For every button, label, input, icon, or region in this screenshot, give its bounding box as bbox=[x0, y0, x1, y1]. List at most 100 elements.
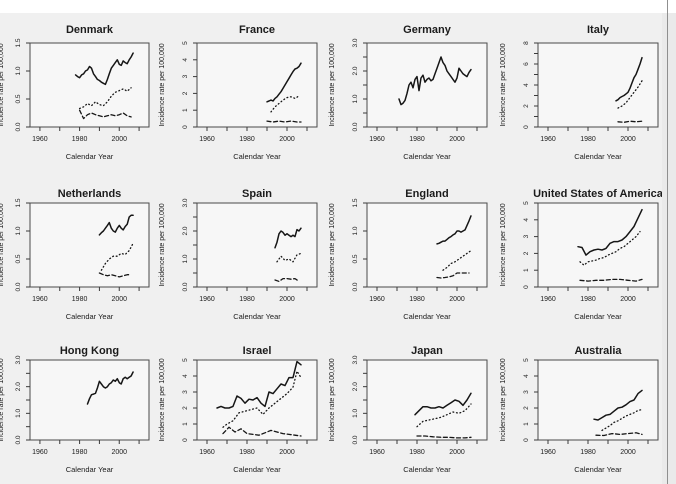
x-tick-label: 2000 bbox=[279, 296, 295, 303]
y-tick-label: 0.0 bbox=[182, 282, 189, 291]
x-tick-label: 1960 bbox=[32, 449, 48, 456]
series-line-dashed bbox=[222, 426, 302, 437]
series-line-dotted bbox=[579, 230, 641, 266]
x-axis-label: Calendar Year bbox=[574, 152, 622, 161]
series-line-dashed bbox=[78, 109, 132, 120]
y-tick-label: 3.0 bbox=[15, 355, 22, 364]
series-line-dashed bbox=[436, 272, 470, 279]
y-tick-label: 4 bbox=[523, 374, 530, 378]
y-axis-label: Incidence rate per 100,000 bbox=[0, 43, 5, 126]
panel-netherlands: Netherlands 1960 1980 2000 0.0 0.5 1.0 1.5 Calen… bbox=[0, 188, 150, 321]
y-tick-label: 0.5 bbox=[15, 94, 22, 103]
y-tick-label: 0 bbox=[523, 285, 530, 289]
y-axis-label: Incidence rate per 100,000 bbox=[329, 203, 336, 286]
panel-title: France bbox=[239, 24, 275, 36]
y-tick-label: 3.0 bbox=[352, 38, 359, 47]
y-tick-label: 3 bbox=[523, 390, 530, 394]
x-tick-label: 1960 bbox=[540, 136, 556, 143]
x-axis-label: Calendar Year bbox=[66, 312, 114, 321]
x-tick-label: 1980 bbox=[239, 136, 255, 143]
x-axis-label: Calendar Year bbox=[574, 465, 622, 474]
x-axis-label: Calendar Year bbox=[403, 465, 451, 474]
y-tick-label: 2 bbox=[523, 104, 530, 108]
x-tick-label: 1980 bbox=[580, 136, 596, 143]
panel-title: Japan bbox=[411, 345, 443, 357]
y-tick-label: 2 bbox=[523, 406, 530, 410]
panel-united-states-of-america: United States of America 1960 1980 2000 0 1 2 3… bbox=[500, 188, 662, 321]
y-axis-label: Incidence rate per 100,000 bbox=[159, 203, 166, 286]
x-tick-label: 2000 bbox=[449, 136, 465, 143]
y-tick-label: 1 bbox=[523, 422, 530, 426]
y-tick-label: 3.0 bbox=[182, 198, 189, 207]
x-tick-label: 1960 bbox=[369, 296, 385, 303]
y-tick-label: 4 bbox=[182, 374, 189, 378]
y-tick-label: 0.0 bbox=[15, 435, 22, 444]
plot-box bbox=[537, 359, 659, 441]
series-line-solid bbox=[74, 52, 134, 86]
series-line-solid bbox=[577, 208, 643, 256]
x-tick-label: 1960 bbox=[32, 296, 48, 303]
series-line-solid bbox=[398, 56, 472, 106]
x-tick-label: 1960 bbox=[369, 136, 385, 143]
y-axis-label: Incidence rate per 100,000 bbox=[0, 358, 5, 441]
y-tick-label: 1.5 bbox=[352, 198, 359, 207]
panel-israel: Israel 1960 1980 2000 0 1 2 3 4 5 Calendar Year Inc… bbox=[159, 345, 318, 474]
x-tick-label: 1980 bbox=[239, 449, 255, 456]
panel-spain: Spain 1960 1980 2000 0.0 1.0 2.0 3.0 Calendar Ye… bbox=[159, 188, 318, 321]
top-margin bbox=[0, 0, 676, 13]
plot-box bbox=[29, 42, 150, 128]
x-tick-label: 2000 bbox=[620, 136, 636, 143]
plot-box bbox=[366, 42, 488, 128]
y-tick-label: 5 bbox=[523, 201, 530, 205]
x-tick-label: 1960 bbox=[199, 449, 215, 456]
x-tick-label: 1960 bbox=[369, 449, 385, 456]
x-tick-label: 2000 bbox=[111, 449, 127, 456]
y-axis-label: Incidence rate per 100,000 bbox=[329, 43, 336, 126]
x-tick-label: 2000 bbox=[620, 296, 636, 303]
y-tick-label: 1.0 bbox=[352, 94, 359, 103]
series-line-dashed bbox=[595, 432, 643, 437]
x-tick-label: 1980 bbox=[580, 449, 596, 456]
y-axis-label: Incidence rate per 100,000 bbox=[0, 203, 5, 286]
panel-hong-kong: Hong Kong 1960 1980 2000 0.0 1.0 2.0 3.0 Calenda… bbox=[0, 345, 150, 474]
y-tick-label: 0.5 bbox=[15, 254, 22, 263]
x-tick-label: 2000 bbox=[449, 296, 465, 303]
x-tick-label: 2000 bbox=[279, 136, 295, 143]
y-tick-label: 0 bbox=[523, 125, 530, 129]
y-tick-label: 1 bbox=[523, 268, 530, 272]
series-line-dotted bbox=[100, 242, 134, 271]
series-line-dashed bbox=[617, 120, 643, 123]
y-tick-label: 6 bbox=[523, 62, 530, 66]
panel-italy: Italy 1960 1980 2000 0 2 4 6 8 Calendar Year Incid… bbox=[500, 24, 659, 161]
x-tick-label: 1980 bbox=[72, 296, 88, 303]
panel-title: England bbox=[405, 188, 448, 200]
series-line-solid bbox=[593, 389, 643, 421]
y-tick-label: 0 bbox=[523, 438, 530, 442]
series-line-dashed bbox=[579, 278, 643, 282]
panel-title: Netherlands bbox=[58, 188, 122, 200]
x-tick-label: 2000 bbox=[111, 296, 127, 303]
series-line-solid bbox=[98, 214, 134, 236]
series-line-dashed bbox=[266, 120, 302, 123]
panel-australia: Australia 1960 1980 2000 0 1 2 3 4 5 Calendar Year… bbox=[500, 345, 659, 474]
x-tick-label: 2000 bbox=[111, 136, 127, 143]
y-tick-label: 1.0 bbox=[15, 226, 22, 235]
y-tick-label: 1.0 bbox=[15, 66, 22, 75]
series-line-dotted bbox=[222, 370, 302, 428]
x-tick-label: 1980 bbox=[580, 296, 596, 303]
plot-box bbox=[196, 42, 318, 128]
series-line-solid bbox=[615, 56, 643, 102]
x-tick-label: 1980 bbox=[409, 449, 425, 456]
x-tick-label: 1980 bbox=[409, 296, 425, 303]
y-tick-label: 3 bbox=[182, 390, 189, 394]
panel-title: Denmark bbox=[66, 24, 114, 36]
x-axis-label: Calendar Year bbox=[233, 312, 281, 321]
y-tick-label: 1 bbox=[182, 108, 189, 112]
series-line-solid bbox=[414, 392, 472, 416]
y-tick-label: 3 bbox=[523, 234, 530, 238]
plot-box bbox=[196, 359, 318, 441]
y-tick-label: 0.0 bbox=[352, 122, 359, 131]
y-tick-label: 1.5 bbox=[15, 38, 22, 47]
x-axis-label: Calendar Year bbox=[233, 465, 281, 474]
x-axis-label: Calendar Year bbox=[574, 312, 622, 321]
